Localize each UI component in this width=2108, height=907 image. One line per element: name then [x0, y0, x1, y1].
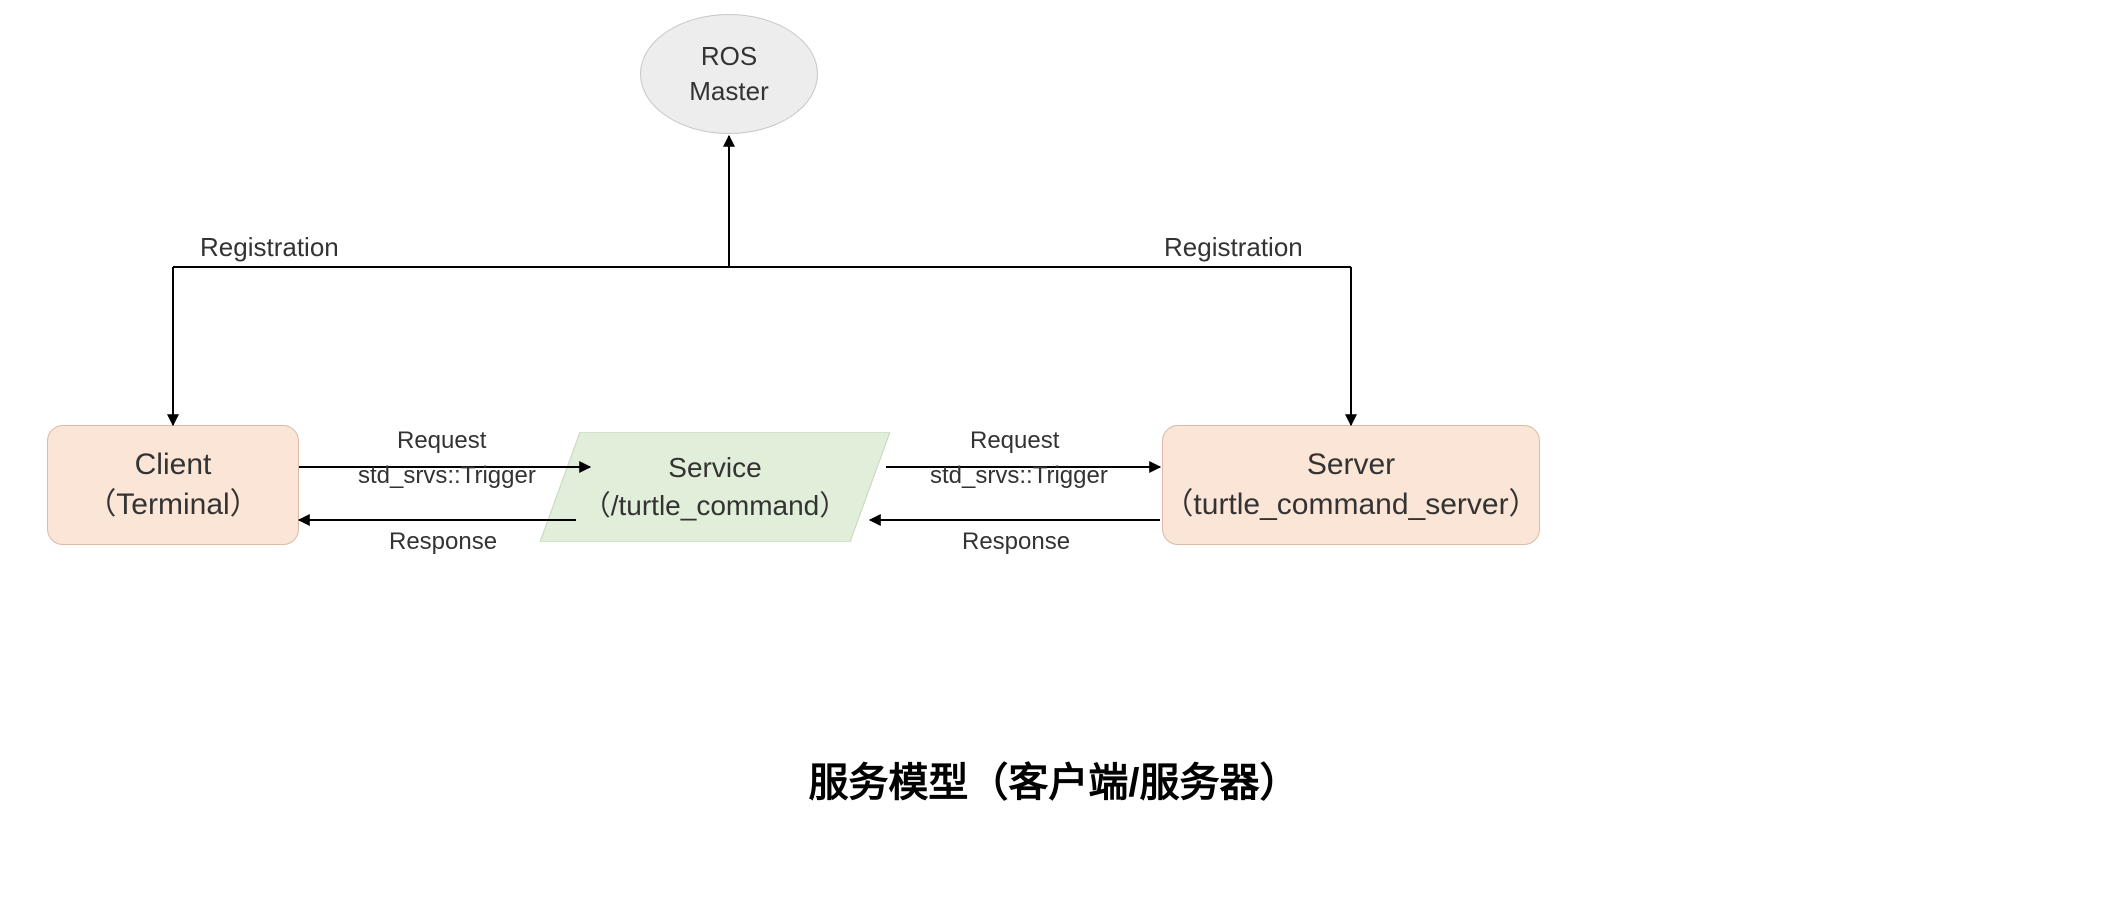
client-label: Client （Terminal）: [86, 445, 259, 526]
request-right-label: Request: [970, 427, 1059, 455]
request-left-label: Request: [397, 427, 486, 455]
service-label: Service （/turtle_command）: [583, 449, 848, 525]
master-line1: ROS: [701, 41, 757, 71]
client-node: Client （Terminal）: [47, 425, 299, 545]
diagram-caption: 服务模型（客户端/服务器）: [794, 750, 1314, 808]
response-right-label: Response: [962, 528, 1070, 556]
service-node: Service （/turtle_command）: [540, 432, 890, 542]
service-line1: Service: [668, 452, 761, 483]
master-node: ROS Master: [640, 14, 818, 134]
client-line1: Client: [135, 448, 212, 481]
service-line2: （/turtle_command）: [583, 490, 848, 521]
server-line1: Server: [1307, 448, 1395, 481]
server-node: Server （turtle_command_server）: [1162, 425, 1540, 545]
master-line2: Master: [689, 76, 768, 106]
registration-left-label: Registration: [200, 232, 339, 263]
response-left-label: Response: [389, 528, 497, 556]
registration-right-label: Registration: [1164, 232, 1303, 263]
trigger-left-label: std_srvs::Trigger: [358, 462, 536, 490]
server-line2: （turtle_command_server）: [1163, 488, 1538, 521]
master-label: ROS Master: [689, 39, 768, 109]
server-label: Server （turtle_command_server）: [1163, 445, 1538, 526]
trigger-right-label: std_srvs::Trigger: [930, 462, 1108, 490]
client-line2: （Terminal）: [86, 488, 259, 521]
